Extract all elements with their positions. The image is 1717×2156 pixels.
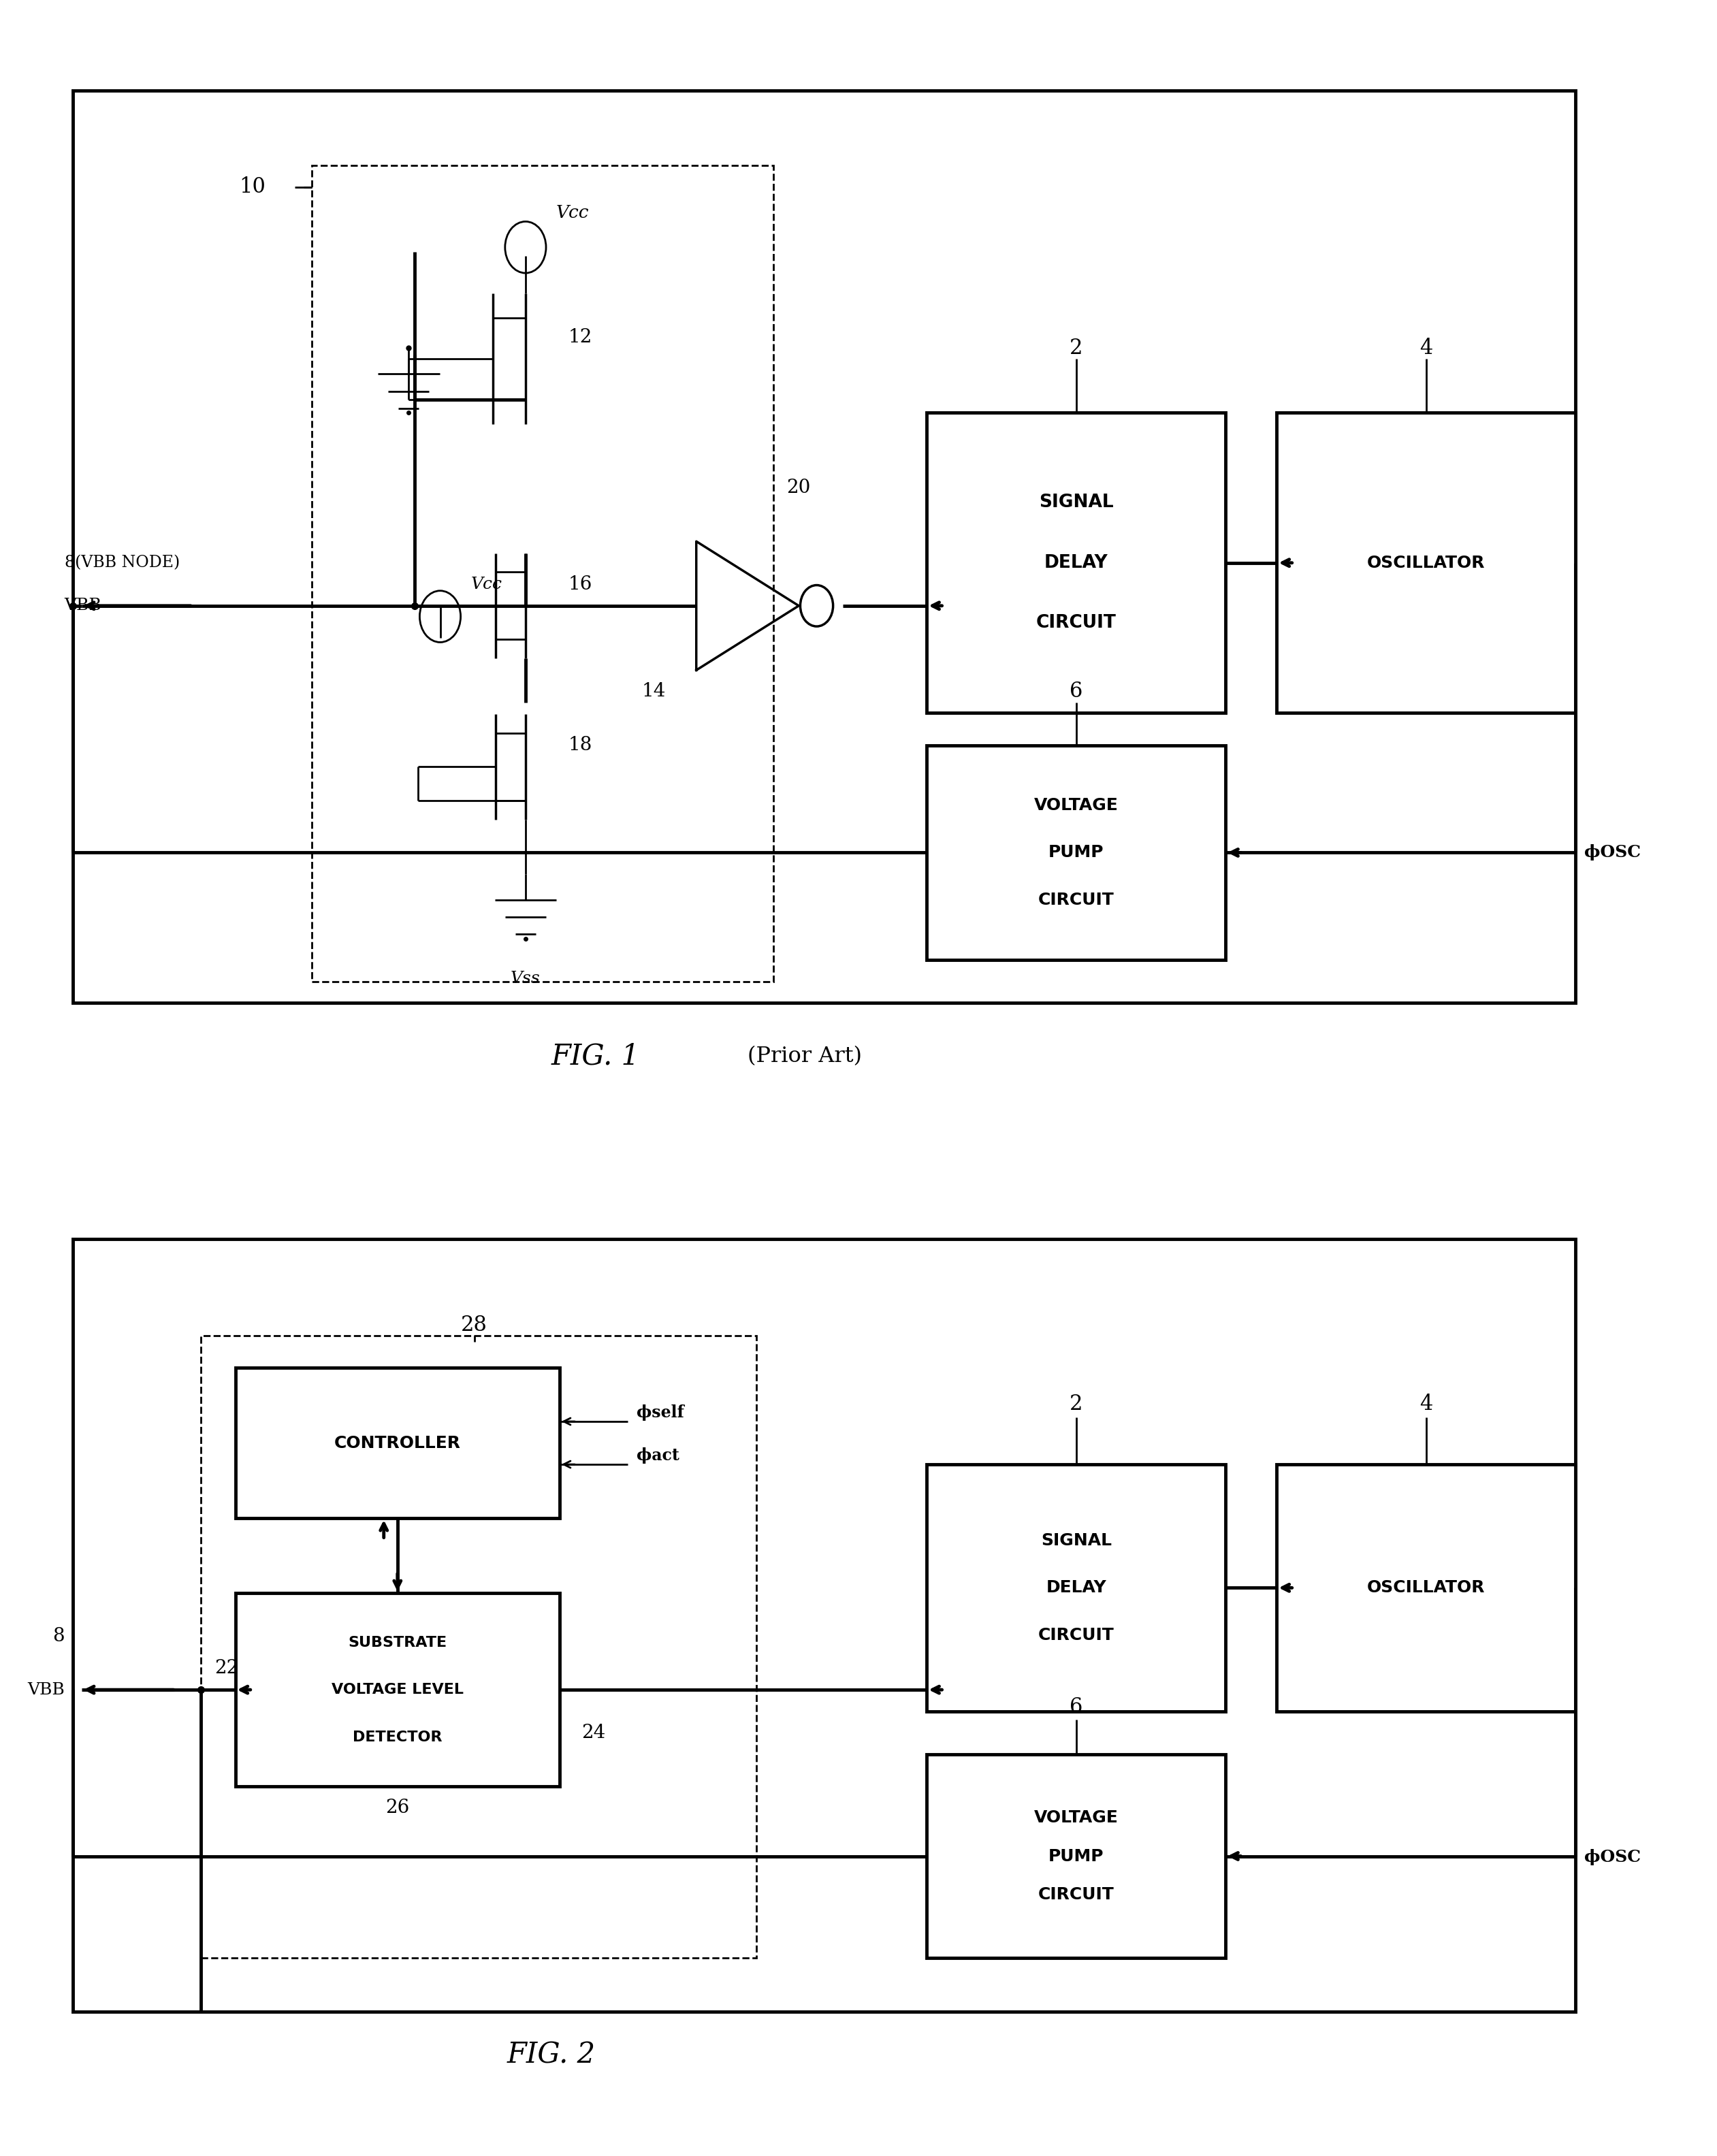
Bar bbox=[1277, 1464, 1576, 1712]
Text: 18: 18 bbox=[568, 735, 592, 755]
Text: 16: 16 bbox=[568, 576, 592, 593]
Text: 8(VBB NODE): 8(VBB NODE) bbox=[65, 554, 180, 571]
Text: DELAY: DELAY bbox=[1044, 554, 1107, 571]
Bar bbox=[74, 1240, 1576, 2012]
Bar bbox=[927, 1755, 1226, 1958]
Text: Vcc: Vcc bbox=[556, 205, 589, 222]
Text: VBB: VBB bbox=[65, 597, 101, 614]
Bar bbox=[74, 91, 1576, 1003]
Text: CIRCUIT: CIRCUIT bbox=[1039, 1628, 1114, 1643]
Text: VOLTAGE: VOLTAGE bbox=[1034, 798, 1118, 813]
Text: 6: 6 bbox=[1070, 1697, 1083, 1718]
Text: 2: 2 bbox=[1070, 1393, 1083, 1414]
Text: 28: 28 bbox=[462, 1315, 488, 1335]
Text: (Prior Art): (Prior Art) bbox=[747, 1046, 862, 1067]
Bar bbox=[1277, 412, 1576, 714]
Text: VOLTAGE: VOLTAGE bbox=[1034, 1809, 1118, 1826]
Text: 22: 22 bbox=[215, 1660, 239, 1677]
Text: 8: 8 bbox=[53, 1628, 65, 1645]
Text: 2: 2 bbox=[1070, 338, 1083, 358]
Text: CIRCUIT: CIRCUIT bbox=[1039, 893, 1114, 908]
Text: FIG. 2: FIG. 2 bbox=[507, 2040, 596, 2070]
Text: 4: 4 bbox=[1420, 338, 1432, 358]
Text: 10: 10 bbox=[239, 177, 266, 198]
Text: ϕOSC: ϕOSC bbox=[1585, 1850, 1641, 1865]
Bar bbox=[927, 746, 1226, 959]
Text: DETECTOR: DETECTOR bbox=[352, 1729, 443, 1744]
Text: PUMP: PUMP bbox=[1049, 845, 1104, 860]
Text: 4: 4 bbox=[1420, 1393, 1432, 1414]
Text: 26: 26 bbox=[385, 1798, 409, 1818]
Bar bbox=[927, 412, 1226, 714]
Text: 20: 20 bbox=[786, 479, 810, 496]
Text: 24: 24 bbox=[582, 1723, 606, 1742]
Text: VBB: VBB bbox=[27, 1682, 65, 1697]
Text: OSCILLATOR: OSCILLATOR bbox=[1367, 554, 1485, 571]
Text: OSCILLATOR: OSCILLATOR bbox=[1367, 1580, 1485, 1595]
Text: ϕOSC: ϕOSC bbox=[1585, 845, 1641, 860]
Bar bbox=[201, 1335, 755, 1958]
Bar bbox=[235, 1593, 560, 1787]
Text: 12: 12 bbox=[568, 328, 592, 347]
Text: DELAY: DELAY bbox=[1046, 1580, 1106, 1595]
Text: Vcc: Vcc bbox=[470, 576, 501, 593]
Bar bbox=[927, 1464, 1226, 1712]
Text: SUBSTRATE: SUBSTRATE bbox=[349, 1636, 446, 1649]
Text: SIGNAL: SIGNAL bbox=[1041, 1533, 1111, 1548]
Text: 14: 14 bbox=[642, 683, 666, 701]
Text: CONTROLLER: CONTROLLER bbox=[335, 1434, 460, 1451]
Text: PUMP: PUMP bbox=[1049, 1848, 1104, 1865]
Text: CIRCUIT: CIRCUIT bbox=[1039, 1886, 1114, 1904]
Text: VOLTAGE LEVEL: VOLTAGE LEVEL bbox=[331, 1684, 464, 1697]
Bar bbox=[235, 1367, 560, 1518]
Text: CIRCUIT: CIRCUIT bbox=[1035, 614, 1116, 632]
Text: 6: 6 bbox=[1070, 681, 1083, 703]
Text: ϕself: ϕself bbox=[637, 1406, 683, 1421]
Text: FIG. 1: FIG. 1 bbox=[551, 1041, 640, 1072]
Bar bbox=[312, 166, 773, 981]
Text: Vss: Vss bbox=[510, 970, 541, 985]
Text: ϕact: ϕact bbox=[637, 1447, 680, 1464]
Text: SIGNAL: SIGNAL bbox=[1039, 494, 1114, 511]
